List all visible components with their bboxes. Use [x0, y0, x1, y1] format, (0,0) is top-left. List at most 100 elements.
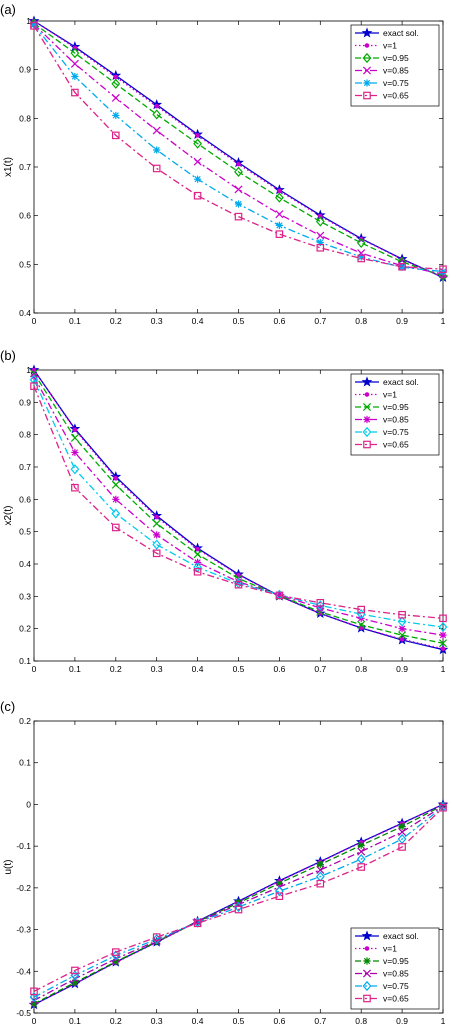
x-tick-label: 0.8: [355, 664, 367, 674]
y-tick-label: 0.7: [19, 162, 31, 172]
legend-marker: [363, 415, 371, 424]
y-tick-label: 0.8: [19, 113, 31, 123]
legend-label: v=0.95: [383, 402, 409, 412]
legend-marker: [364, 392, 370, 397]
data-point: [316, 604, 324, 612]
data-point: [154, 514, 159, 520]
data-point: [193, 191, 202, 200]
data-point: [316, 231, 325, 240]
legend-label: v=0.75: [383, 78, 409, 88]
series-6: [30, 382, 447, 623]
data-point: [275, 886, 284, 897]
data-point: [30, 382, 38, 390]
data-point: [111, 480, 120, 489]
legend-marker: [363, 79, 371, 87]
x-tick-label: 0.6: [273, 316, 285, 326]
data-point: [357, 847, 366, 856]
series-line: [33, 385, 444, 619]
x-tick-label: 0.1: [69, 1016, 81, 1025]
data-point: [357, 841, 365, 849]
series-line: [33, 22, 444, 277]
data-point: [113, 476, 119, 481]
legend-item: v=0.85: [355, 969, 409, 979]
legend-label: v=0.85: [383, 969, 409, 979]
data-point: [438, 621, 448, 633]
legend-marker: [362, 426, 372, 438]
data-point: [275, 591, 283, 599]
data-point: [439, 265, 447, 274]
data-point: [236, 161, 241, 167]
y-tick-label: -0.4: [16, 966, 31, 976]
data-point: [193, 567, 202, 576]
legend-label: v=0.75: [383, 427, 409, 437]
legend-marker: [362, 66, 372, 75]
data-point: [70, 59, 79, 68]
data-point: [234, 580, 243, 589]
y-axis-label: x2(t): [3, 506, 14, 526]
y-tick-label: 1: [26, 365, 31, 375]
y-axis-label: u(t): [3, 860, 14, 875]
legend-item: exact sol.: [355, 376, 419, 387]
y-tick-label: 0.3: [19, 591, 31, 601]
legend-item: exact sol.: [355, 930, 419, 941]
data-point: [357, 605, 366, 614]
y-tick-label: -0.5: [16, 1008, 31, 1018]
series-line: [33, 23, 444, 275]
data-point: [275, 892, 284, 901]
data-point: [111, 948, 120, 956]
legend-item: v=1: [355, 944, 397, 954]
data-point: [111, 950, 121, 961]
series-line: [33, 807, 444, 992]
y-tick-label: 0.5: [19, 259, 31, 269]
y-tick-label: 0.6: [19, 494, 31, 504]
x-tick-label: 0.2: [110, 316, 122, 326]
data-point: [234, 901, 243, 913]
data-point: [398, 843, 406, 851]
data-point: [440, 646, 446, 652]
series-line: [33, 25, 444, 270]
data-point: [234, 905, 243, 914]
x-tick-label: 0.7: [314, 1016, 326, 1025]
data-point: [439, 803, 447, 812]
data-point: [357, 253, 365, 261]
y-tick-label: 0.7: [19, 462, 31, 472]
data-point: [111, 78, 121, 89]
series-line: [33, 20, 444, 279]
x-tick-label: 0.4: [192, 1016, 204, 1025]
data-point: [275, 221, 283, 229]
legend-label: v=0.75: [383, 981, 409, 991]
legend: exact sol. v=1 v=0.95 v=0.85 v=0.75 v=0.65: [350, 927, 440, 1010]
legend-label: exact sol.: [383, 377, 419, 387]
legend-label: v=0.95: [383, 53, 409, 63]
data-point: [71, 483, 79, 492]
legend-label: v=1: [383, 944, 397, 954]
data-point: [71, 72, 79, 81]
y-tick-label: 0.5: [19, 527, 31, 537]
data-point: [275, 879, 283, 887]
data-point: [357, 620, 366, 629]
x-tick-label: 0.1: [69, 316, 81, 326]
y-axis-label: x1(t): [3, 157, 14, 177]
data-point: [275, 591, 284, 600]
data-point: [70, 464, 80, 475]
data-point: [71, 88, 79, 97]
data-point: [70, 47, 80, 59]
legend-item: v=0.85: [355, 66, 409, 76]
data-point: [234, 212, 243, 221]
legend-item: v=0.85: [355, 415, 409, 425]
x-tick-label: 0.5: [233, 1016, 245, 1025]
y-tick-label: -0.1: [16, 841, 31, 851]
data-point: [152, 126, 161, 135]
y-tick-label: 0.2: [19, 624, 31, 634]
data-point: [72, 427, 78, 433]
data-point: [275, 230, 284, 238]
legend-item: v=0.65: [355, 994, 409, 1004]
data-point: [111, 523, 120, 532]
y-tick-label: 0.9: [19, 65, 31, 75]
x-tick-label: 0.8: [355, 1016, 367, 1025]
data-point: [316, 865, 325, 874]
data-point: [398, 262, 406, 271]
data-point: [111, 93, 120, 102]
data-point: [154, 103, 159, 109]
data-point: [112, 958, 120, 966]
